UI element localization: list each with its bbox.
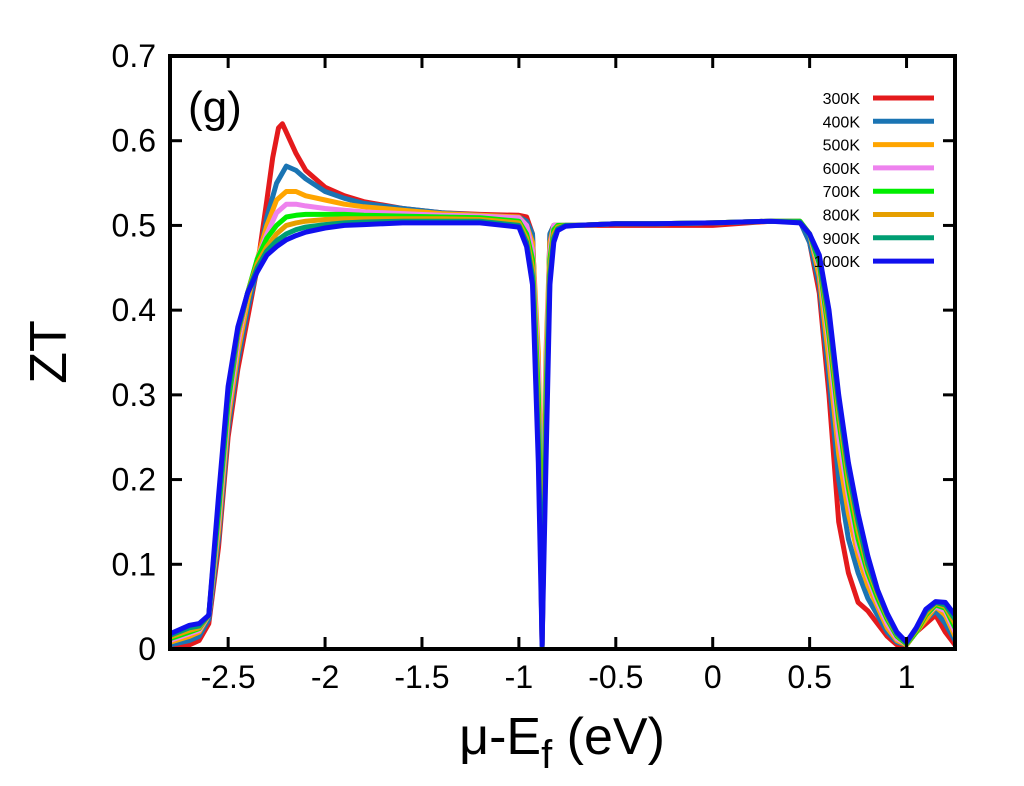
x-tick-label: -2 — [311, 659, 339, 695]
y-tick-label: 0.4 — [112, 292, 156, 328]
x-tick-label: 0.5 — [787, 659, 831, 695]
y-tick-label: 0.3 — [112, 377, 156, 413]
x-axis-title-unit: (eV) — [552, 708, 665, 766]
legend-label-300K: 300K — [823, 91, 861, 108]
x-axis-title-subscript: f — [541, 733, 553, 777]
y-axis-title: ZT — [20, 320, 78, 384]
plot-frame — [168, 54, 957, 651]
x-tick-label: -0.5 — [588, 659, 643, 695]
x-tick-label: -1.5 — [394, 659, 449, 695]
legend-label-500K: 500K — [823, 138, 861, 155]
x-tick-label: 1 — [898, 659, 916, 695]
panel-label: (g) — [188, 83, 242, 132]
x-axis-title: μ-Ef (eV) — [459, 708, 665, 777]
y-tick-label: 0 — [138, 631, 156, 667]
legend-label-700K: 700K — [823, 184, 861, 201]
x-tick-label: 0 — [704, 659, 722, 695]
legend-label-900K: 900K — [823, 231, 861, 248]
legend-label-600K: 600K — [823, 161, 861, 178]
legend-label-400K: 400K — [823, 114, 861, 131]
y-tick-label: 0.7 — [112, 38, 156, 74]
y-tick-label: 0.6 — [112, 123, 156, 159]
legend-label-1000K: 1000K — [814, 254, 861, 271]
y-tick-label: 0.2 — [112, 462, 156, 498]
x-tick-label: -2.5 — [201, 659, 256, 695]
legend: 300K 400K 500K 600K 700K 800K 900K 1000K — [814, 91, 934, 271]
tick-layer: -2.5 -2 -1.5 -1 -0.5 0 0.5 1 0 0.1 0.2 0.3 0.4 0.5 0.6… — [112, 38, 955, 695]
x-axis-title-main: μ-E — [459, 708, 541, 766]
y-tick-label: 0.1 — [112, 546, 156, 582]
y-tick-label: 0.5 — [112, 207, 156, 243]
x-tick-label: -1 — [505, 659, 533, 695]
series-line-1000K — [170, 218, 955, 648]
series-layer — [170, 121, 955, 649]
legend-label-800K: 800K — [823, 208, 861, 225]
